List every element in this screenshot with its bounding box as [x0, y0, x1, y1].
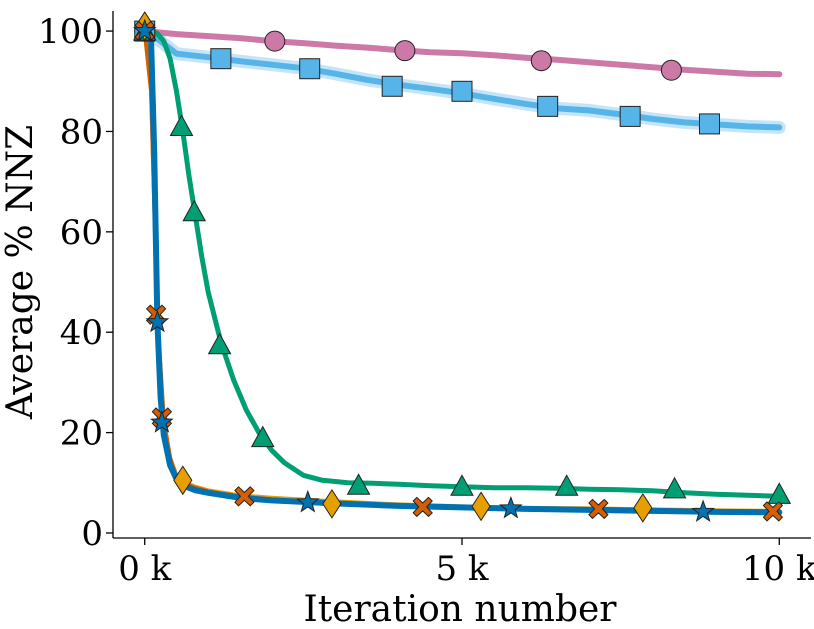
y-tick-label: 20: [60, 414, 103, 454]
series-line-triangle: [142, 28, 782, 499]
diamond-marker: [633, 492, 653, 523]
ticks: 0 20 40 60 80 100 0 k 5 k 10 k: [38, 12, 814, 589]
series-line-cross: [142, 29, 782, 514]
triangle-marker: [182, 199, 207, 222]
circle-marker: [394, 40, 416, 62]
triangle-marker: [250, 425, 275, 448]
series-line-square: [141, 28, 783, 131]
triangle-marker: [662, 476, 687, 499]
square-marker: [537, 95, 559, 117]
y-tick-label: 0: [81, 514, 103, 554]
diamond-marker: [322, 488, 342, 519]
cross-marker: [234, 486, 255, 507]
triangle-marker: [450, 474, 474, 496]
star-marker: [295, 489, 320, 513]
cross-marker: [762, 501, 784, 522]
triangle-marker: [767, 482, 792, 504]
x-tick-label: 0 k: [118, 549, 171, 589]
y-tick-label: 80: [60, 112, 103, 152]
circle-marker: [264, 30, 286, 52]
y-tick-label: 100: [38, 12, 103, 52]
square-marker: [451, 80, 473, 102]
plot-area: [132, 11, 792, 523]
series-lines: [138, 24, 786, 516]
star-marker: [499, 495, 523, 519]
cross-marker: [588, 498, 609, 520]
triangle-marker: [169, 114, 194, 136]
y-tick-label: 40: [60, 313, 103, 353]
x-axis-label: Iteration number: [303, 589, 617, 629]
series-markers: [132, 11, 792, 523]
x-tick-label: 5 k: [435, 549, 488, 589]
circle-marker: [660, 59, 682, 81]
x-tick-label: 10 k: [742, 549, 814, 589]
triangle-marker: [554, 474, 579, 496]
star-marker: [145, 309, 170, 333]
circle-marker: [530, 50, 552, 72]
y-axis-label: Average % NNZ: [0, 125, 41, 420]
triangle-marker: [207, 332, 232, 355]
square-marker: [210, 48, 232, 70]
y-tick-label: 60: [60, 213, 103, 253]
star-marker: [132, 18, 157, 42]
diamond-marker: [471, 491, 491, 522]
series-band: [138, 24, 786, 134]
square-marker: [698, 113, 720, 135]
diamond-marker: [173, 465, 193, 496]
square-marker: [299, 58, 321, 80]
triangle-marker: [346, 473, 371, 495]
square-marker: [619, 105, 641, 127]
series-line-star: [141, 28, 783, 516]
cross-marker: [412, 496, 433, 518]
star-marker: [150, 410, 174, 433]
series-line-diamond: [142, 29, 782, 513]
star-marker: [691, 499, 716, 522]
square-marker: [381, 75, 403, 97]
